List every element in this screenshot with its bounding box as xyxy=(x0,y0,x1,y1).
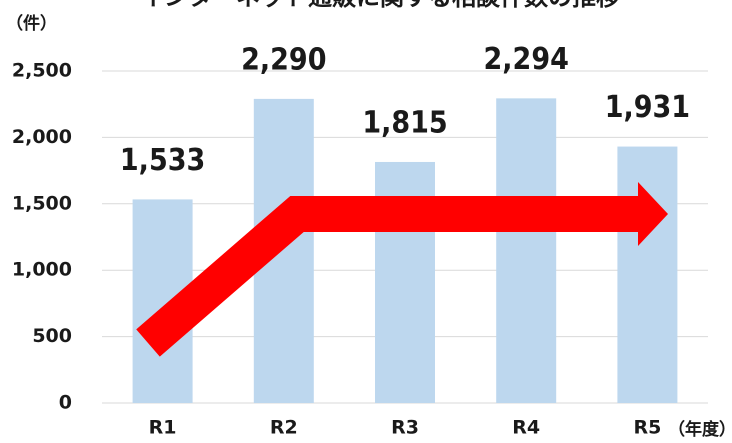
x-tick-label: R4 xyxy=(512,417,540,439)
arrow-shaft xyxy=(136,196,640,357)
x-unit: （年度） xyxy=(668,419,732,440)
y-tick-label: 1,500 xyxy=(12,192,72,214)
x-tick-label: R5 xyxy=(633,417,661,439)
value-label: 1,533 xyxy=(120,143,205,178)
y-unit: （件） xyxy=(6,13,57,34)
value-label: 2,294 xyxy=(484,42,569,77)
value-label: 1,931 xyxy=(605,90,690,125)
value-label: 2,290 xyxy=(241,42,326,77)
x-tick-label: R1 xyxy=(149,417,177,439)
x-tick-label: R3 xyxy=(391,417,419,439)
y-tick-label: 2,000 xyxy=(12,126,72,148)
y-tick-label: 1,000 xyxy=(12,259,72,281)
chart-title: インターネット通販に関する相談件数の推移 xyxy=(140,0,620,11)
bar xyxy=(617,146,678,403)
trend-arrow xyxy=(136,182,668,357)
y-tick-label: 2,500 xyxy=(12,60,72,82)
bars: 0 500 1,000 1,500 2,000 2,500 R1 1,533 R2 2,290 R3… xyxy=(12,42,708,439)
arrow-head xyxy=(638,182,668,246)
y-tick-label: 500 xyxy=(32,325,72,347)
value-label: 1,815 xyxy=(362,105,447,140)
bar xyxy=(496,98,557,403)
x-tick-label: R2 xyxy=(270,417,298,439)
y-tick-label: 0 xyxy=(59,392,72,414)
